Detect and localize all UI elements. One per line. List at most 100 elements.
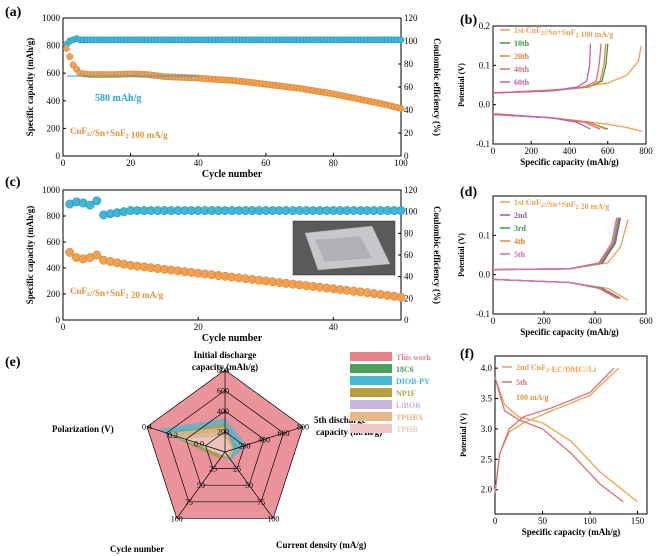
charge-curve-1st xyxy=(492,45,642,94)
legend-label: This work xyxy=(396,353,431,362)
radar-tick-label: 400 xyxy=(217,407,229,416)
y2-tick-label: 20 xyxy=(404,293,414,303)
capacity-point xyxy=(396,292,406,302)
x-tick-label: 40 xyxy=(329,322,339,332)
radar-axis-label: Cycle number xyxy=(110,544,164,554)
y-axis-label: Specific capacity (mAh/g) xyxy=(25,38,35,136)
y2-tick-label: 100 xyxy=(404,36,418,46)
discharge-curve-40th xyxy=(492,113,601,130)
legend-label: 5th xyxy=(516,378,528,387)
y-tick-label: 200 xyxy=(47,123,61,133)
panel-label-c: (c) xyxy=(5,175,21,190)
radar-spoke xyxy=(224,426,304,453)
legend-swatch xyxy=(350,400,392,409)
ce-point xyxy=(92,196,102,206)
y-tick-label: 0.2 xyxy=(479,21,490,31)
y-tick-label: 0.1 xyxy=(479,60,490,70)
radar-grid-ring xyxy=(185,410,265,486)
cell-pouch-inner xyxy=(315,236,372,262)
radar-axis-label: capacity (mAh/g) xyxy=(192,362,258,372)
y-tick-label: 0.0 xyxy=(479,270,491,280)
radar-axis-label: Current density (mA/g) xyxy=(276,540,366,550)
radar-tick-label: 50 xyxy=(245,481,253,490)
x-tick-label: 0 xyxy=(493,516,498,526)
y-tick-label: 800 xyxy=(47,41,61,51)
x-tick-label: 400 xyxy=(588,316,602,326)
capacity-point xyxy=(397,104,405,112)
y2-tick-label: 120 xyxy=(404,185,418,195)
y2-tick-label: 60 xyxy=(404,82,414,92)
chart-a: 0 20 40 60 80 1000200400600800100002040608010… xyxy=(25,13,442,180)
y-tick-label: 200 xyxy=(47,289,61,299)
radar-tick-label: 200 xyxy=(238,442,250,451)
radar-grid-ring xyxy=(205,431,245,469)
legend-swatch xyxy=(350,388,392,397)
y2-tick-label: 60 xyxy=(404,250,414,260)
y-tick-label: 400 xyxy=(47,263,61,273)
ce-point xyxy=(397,36,405,44)
y-axis-label: Potential (V) xyxy=(457,233,466,277)
annotation-580: 580 mAh/g xyxy=(95,93,141,104)
chart-b: 0 200 400 600 800 -0.1 0.0 0.1 0.2 Specific capac… xyxy=(457,21,653,167)
x-axis-label: Specific capacity (mAh/g) xyxy=(520,327,618,337)
radar-tick-label: 0.0 xyxy=(194,440,204,449)
chart-f: 0 50 100 150 2.0 2.5 3.0 3.5 4.0 Specific capacit… xyxy=(459,355,648,537)
x-tick-label: 600 xyxy=(601,146,615,156)
legend-label: 1st CuF2//Sn+SnF2 100 mA/g xyxy=(514,26,613,39)
radar-tick-label: 600 xyxy=(277,429,289,438)
y2-tick-label: 20 xyxy=(404,128,414,138)
x-tick-label: 100 xyxy=(583,516,597,526)
y-tick-label: 0 xyxy=(56,315,61,325)
discharge-curve-2nd xyxy=(494,377,638,503)
panel-label-f: (f) xyxy=(460,347,474,362)
radar-tick-label: 600 xyxy=(217,387,229,396)
radar-axis-label: Initial discharge xyxy=(194,350,257,360)
y-axis-label: Potential (V) xyxy=(459,413,468,457)
legend-c: CuF2//Sn+SnF2 20 mA/g xyxy=(70,286,164,300)
legend-label: 2nd CuF2-EC/DMC//Li xyxy=(516,363,597,374)
legend-label: NP1F xyxy=(396,389,416,398)
x-tick-label: 60 xyxy=(261,158,271,168)
x-tick-label: 150 xyxy=(631,516,645,526)
y2-axis-label: Coulombic efficiency (%) xyxy=(432,206,442,304)
chart-d: 0 200 400 600 -0.1 0.0 0.1 Specific capacity (m… xyxy=(457,195,653,337)
x-tick-label: 20 xyxy=(194,322,204,332)
y-tick-label: 800 xyxy=(47,211,61,221)
capacity-point xyxy=(62,44,70,52)
x-tick-label: 100 xyxy=(394,158,408,168)
legend-swatch xyxy=(350,376,392,385)
y2-tick-label: 0 xyxy=(404,151,409,161)
capacity-point xyxy=(66,53,74,61)
y2-tick-label: 40 xyxy=(404,105,414,115)
charge-curve-2nd xyxy=(494,367,619,493)
legend-label: 4th xyxy=(514,237,526,246)
radar-tick-label: 75 xyxy=(185,498,193,507)
y2-tick-label: 40 xyxy=(404,272,414,282)
legend-label: 5th xyxy=(514,250,526,259)
charge-curve-5th xyxy=(494,367,615,493)
y-tick-label: 0.0 xyxy=(479,100,491,110)
y-tick-label: 600 xyxy=(47,237,61,247)
panel-label-b: (b) xyxy=(460,13,477,28)
x-axis-label: Cycle number xyxy=(202,333,263,344)
legend-label: 20th xyxy=(514,52,530,61)
x-tick-label: 200 xyxy=(525,146,539,156)
legend-label: 18C6 xyxy=(396,365,414,374)
radar-spoke xyxy=(224,451,274,519)
x-tick-label: 400 xyxy=(563,146,577,156)
radar-grid-ring xyxy=(146,369,304,519)
legend-label: 2nd xyxy=(514,211,527,220)
legend-label: 60th xyxy=(514,78,530,87)
legend-label: 1st CuF2//Sn+SnF2 20 mA/g xyxy=(514,198,609,211)
radar-tick-label: 75 xyxy=(257,498,265,507)
y-tick-label: -0.1 xyxy=(476,309,490,319)
y-tick-label: 4.0 xyxy=(481,363,493,373)
radar-tick-label: 800 xyxy=(297,423,309,432)
y-tick-label: 2.0 xyxy=(481,485,493,495)
radar-tick-label: 800 xyxy=(217,366,229,375)
chart-c: 0 20 4002004006008001000020406080100120Cyc… xyxy=(25,185,442,344)
discharge-curve-60th xyxy=(492,113,591,130)
x-axis-label: Specific capacity (mAh/g) xyxy=(520,157,618,167)
x-tick-label: 0 xyxy=(491,316,496,326)
legend-swatch xyxy=(350,424,392,433)
